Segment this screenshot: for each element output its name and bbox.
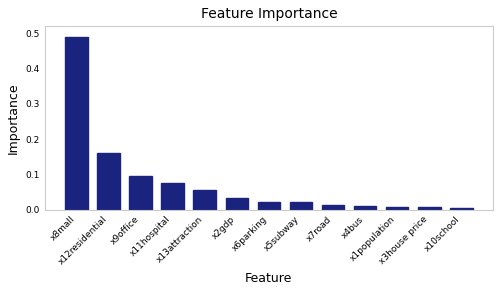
Bar [65, 37, 88, 210]
Bar [290, 202, 312, 210]
Bar [162, 183, 184, 210]
Bar [450, 208, 472, 210]
Bar [354, 206, 376, 210]
Bar [97, 153, 120, 210]
Bar [322, 205, 344, 210]
Bar [258, 202, 280, 210]
Bar [226, 198, 248, 210]
Y-axis label: Importance: Importance [7, 82, 20, 154]
X-axis label: Feature: Feature [245, 272, 292, 285]
Bar [386, 207, 408, 210]
Bar [194, 190, 216, 210]
Title: Feature Importance: Feature Importance [200, 7, 337, 21]
Bar [418, 207, 440, 210]
Bar [130, 176, 152, 210]
